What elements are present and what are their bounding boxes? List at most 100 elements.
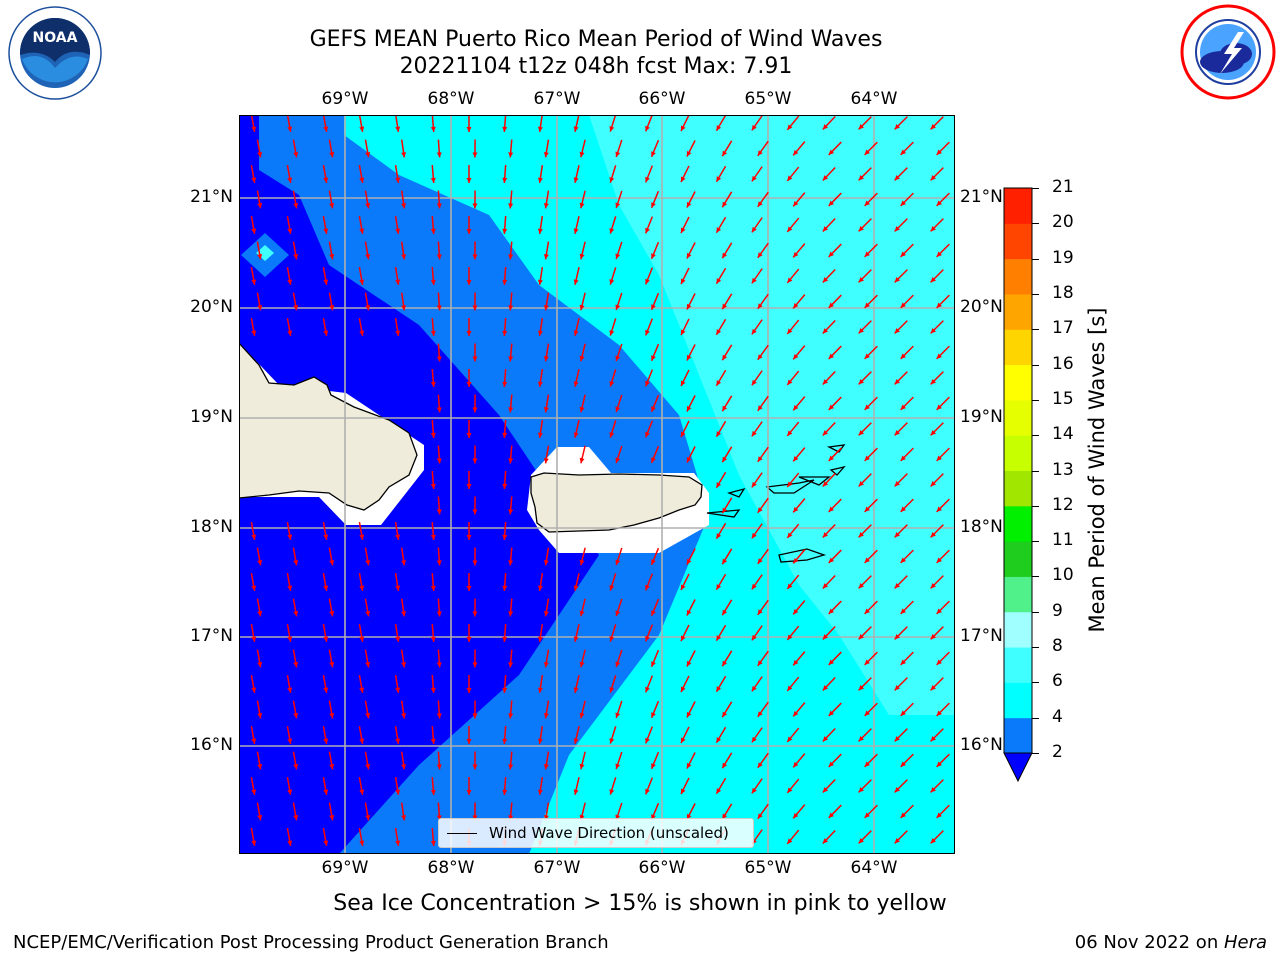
direction-vector-head [329,152,335,158]
direction-vector-head [864,404,870,410]
colorbar-tick [1032,647,1039,649]
direction-vector-head [329,611,335,617]
direction-vector-head [645,431,650,438]
colorbar-tick-label: 17 [1052,318,1074,339]
colorbar-swatch [1004,470,1032,507]
direction-vector-head [900,659,906,665]
direction-vector-head [722,303,728,310]
direction-vector-head [793,608,799,615]
direction-vector-head [722,252,728,259]
direction-vector-head [466,381,472,387]
direction-vector-head [508,611,514,617]
direction-vector-head [573,585,579,591]
direction-vector-head [472,611,478,617]
lat-label-right: 18°N [960,517,1003,537]
direction-vector-head [828,302,834,308]
colorbar-tick-label: 2 [1052,742,1063,762]
direction-vector-head [894,379,900,385]
direction-vector-head [436,152,442,158]
direction-vector-head [287,840,293,846]
direction-vector-head [543,254,549,260]
direction-vector-head [680,227,686,234]
direction-vector-head [502,687,508,693]
direction-vector-head [930,379,936,385]
direction-vector-head [645,635,650,642]
direction-vector-head [430,228,436,234]
direction-vector-head [502,585,508,591]
direction-vector-head [257,152,263,158]
lon-label-top: 65°W [744,89,792,109]
direction-vector-head [680,176,686,183]
direction-vector-head [508,254,514,260]
direction-vector-head [894,634,900,640]
direction-vector-head [323,585,329,591]
direction-vector-head [502,381,508,387]
direction-vector-head [751,532,757,539]
direction-vector-head [543,611,549,617]
colorbar-swatch [1004,188,1032,224]
direction-vector-head [716,431,722,437]
direction-vector-head [466,738,472,744]
direction-vector-head [793,200,799,207]
direction-vector-head [579,151,585,158]
direction-vector-head [894,532,900,538]
direction-vector-head [293,203,299,209]
colorbar-tick-label: 6 [1052,671,1063,692]
direction-vector-head [864,761,870,767]
direction-vector-head [508,305,514,311]
colorbar-tick-label: 9 [1052,600,1063,621]
direction-vector-head [257,815,263,821]
direction-vector-head [537,279,543,285]
direction-vector-head [757,558,763,564]
direction-vector-head [757,150,763,156]
direction-vector-head [936,608,942,614]
direction-vector-head [822,277,829,283]
direction-vector-head [722,150,728,157]
direction-vector-head [930,277,936,283]
direction-vector-head [323,636,329,642]
direction-vector-head [680,737,686,744]
direction-vector-head [858,379,864,385]
direction-vector-head [822,736,829,742]
direction-vector-head [466,432,472,438]
direction-vector-head [615,253,621,260]
direction-vector-head [787,838,793,844]
direction-vector-head [722,558,728,565]
direction-vector-head [645,686,650,693]
direction-vector-head [716,227,722,233]
direction-vector-head [751,430,757,437]
direction-vector-head [329,254,335,260]
direction-vector-head [466,228,472,234]
direction-vector-head [936,302,942,308]
direction-vector-head [430,330,436,336]
direction-vector-head [722,405,728,412]
direction-vector-head [395,840,401,846]
direction-vector-head [359,585,365,591]
direction-vector-head [436,662,442,668]
direction-vector-head [793,353,799,360]
direction-vector-head [329,203,335,209]
direction-vector-head [287,279,293,285]
colorbar-tick-label: 15 [1052,388,1074,409]
direction-vector-head [323,228,329,234]
direction-vector-head [430,687,436,693]
direction-vector-head [537,432,543,438]
direction-vector-head [722,660,728,667]
lat-label-right: 20°N [960,297,1003,317]
direction-vector-head [686,711,692,718]
direction-vector-head [716,329,722,335]
direction-vector-head [894,787,900,793]
direction-vector-head [936,251,942,257]
direction-vector-head [828,608,834,614]
direction-vector-head [508,560,514,566]
direction-vector-head [651,661,656,667]
direction-vector-head [293,815,299,821]
direction-vector-head [543,560,549,566]
direction-vector-head [858,532,864,538]
direction-vector-head [858,685,864,691]
lon-label-top: 67°W [533,89,581,109]
direction-vector-head [716,176,722,182]
colorbar-tick [1032,364,1039,366]
direction-vector-head [894,685,900,691]
direction-vector-head [609,789,615,795]
